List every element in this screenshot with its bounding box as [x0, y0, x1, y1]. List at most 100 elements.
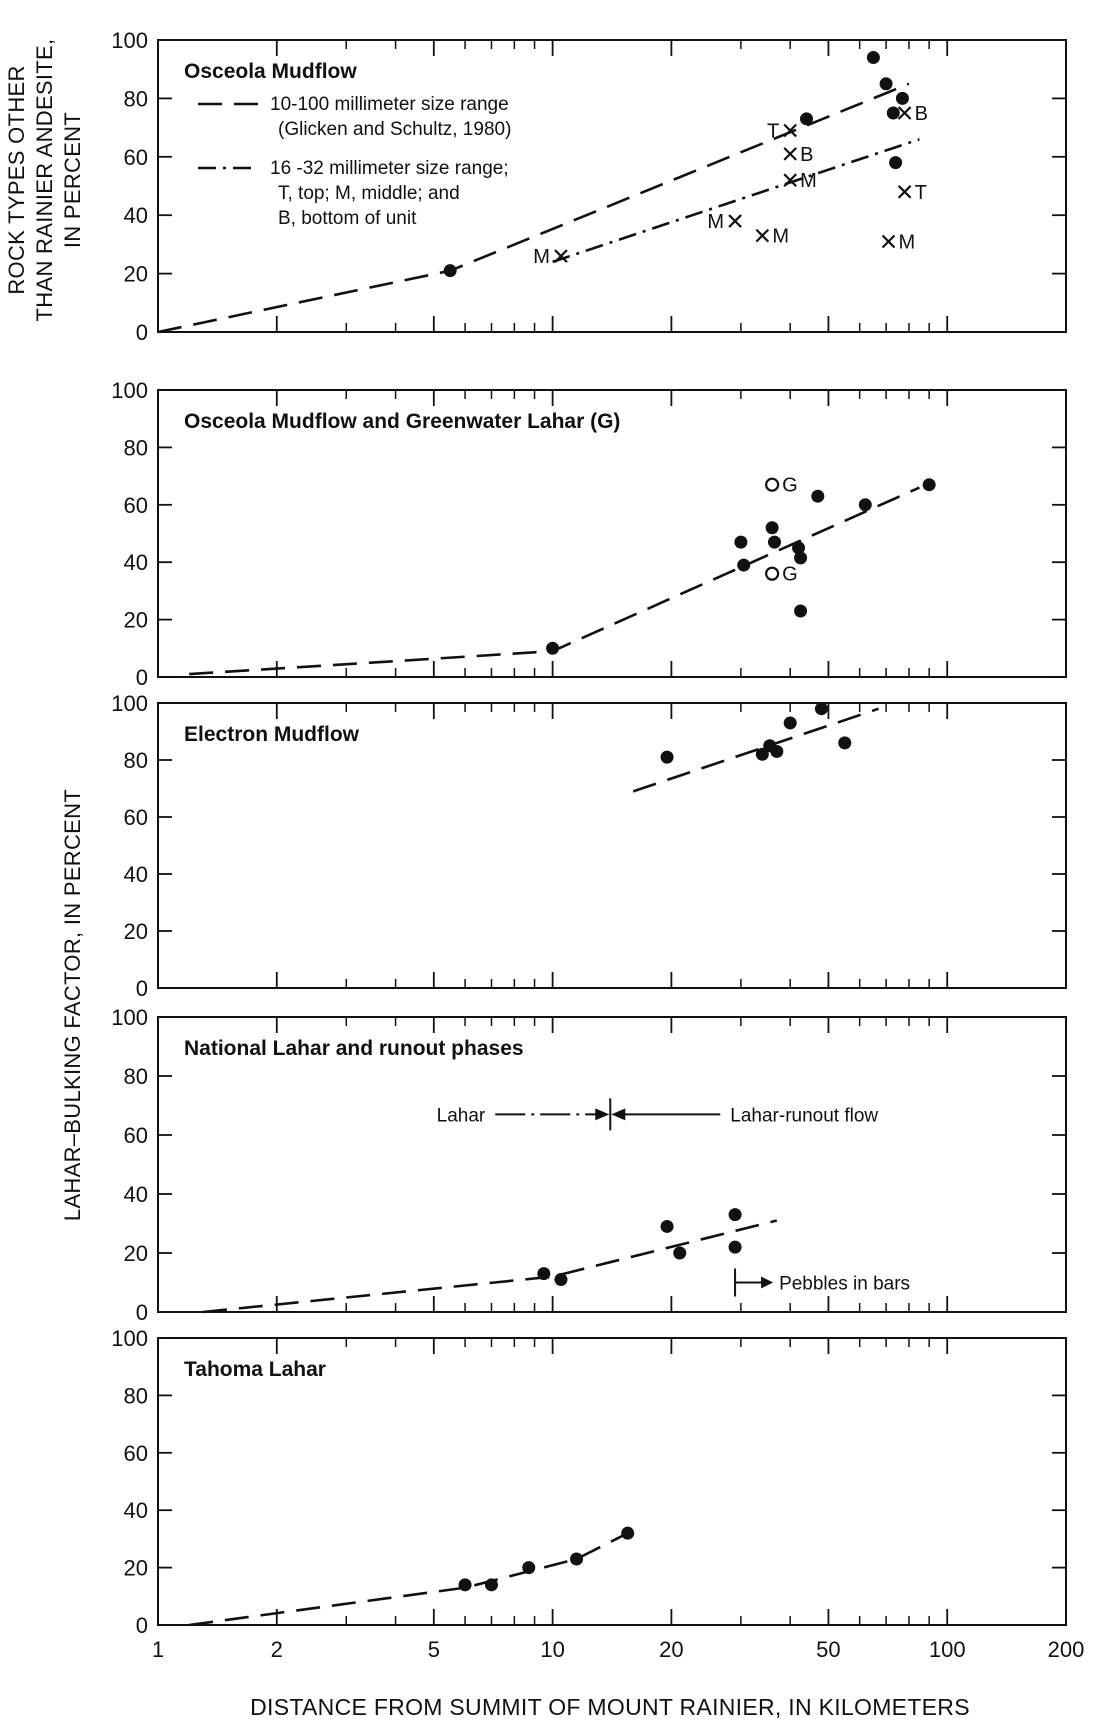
point-label: B: [800, 144, 813, 166]
legend-text: 16 -32 millimeter size range;: [270, 158, 509, 179]
data-point: [484, 1578, 498, 1592]
annotation-runout: Lahar-runout flow: [730, 1105, 878, 1126]
y-tick-label: 60: [124, 1123, 148, 1148]
data-point: [800, 112, 814, 126]
y-tick-label: 40: [124, 862, 148, 887]
data-point: [734, 535, 748, 549]
data-point-cross: [728, 214, 742, 228]
y-tick-label: 100: [111, 28, 148, 53]
y-tick-label: 80: [124, 748, 148, 773]
data-point-cross: [755, 228, 770, 243]
data-point-open: [765, 477, 780, 492]
data-point: [895, 91, 909, 105]
data-point: [673, 1246, 687, 1260]
data-point: [728, 1208, 742, 1222]
data-point: [792, 541, 806, 555]
data-point: [858, 498, 872, 512]
trend-line-dashed: [632, 707, 880, 793]
plot-frame: [157, 1337, 1067, 1626]
legend-text: (Glicken and Schultz, 1980): [278, 119, 511, 140]
point-label: T: [767, 121, 779, 143]
data-point: [767, 535, 781, 549]
y-tick-label: 20: [124, 1241, 148, 1266]
point-label: M: [899, 231, 916, 253]
y-tick-label: 0: [136, 1613, 148, 1638]
data-point-cross: [783, 173, 797, 187]
point-label: M: [800, 170, 817, 192]
y-tick-label: 100: [111, 1326, 148, 1351]
y-tick-label: 40: [124, 1182, 148, 1207]
point-label: G: [782, 564, 798, 586]
data-point-cross: [783, 123, 797, 138]
y-tick-label: 20: [124, 608, 148, 633]
data-point: [889, 156, 903, 170]
trend-line-dashed: [189, 1532, 629, 1627]
x-tick-label: 200: [1048, 1637, 1085, 1662]
plot-frame: [157, 1016, 1067, 1313]
x-tick-label: 10: [540, 1637, 564, 1662]
y-tick-label: 100: [111, 691, 148, 716]
data-point: [546, 641, 560, 655]
data-point: [783, 716, 797, 730]
y-tick-label: 40: [124, 550, 148, 575]
trend-line-dashed: [157, 82, 910, 334]
point-label: T: [915, 182, 927, 204]
y-tick-label: 0: [136, 1300, 148, 1325]
trend-line-dashed: [202, 1219, 778, 1314]
point-label: G: [782, 475, 798, 497]
y-tick-label: 60: [124, 805, 148, 830]
plot-frame: [157, 702, 1067, 989]
data-point: [554, 1273, 568, 1287]
annotation-lahar: Lahar: [437, 1105, 486, 1126]
arrowhead: [611, 1108, 626, 1121]
data-point-open: [765, 566, 780, 581]
data-point-cross: [897, 185, 912, 199]
y-tick-label: 100: [111, 1005, 148, 1030]
arrowhead: [761, 1276, 774, 1289]
data-point: [621, 1526, 635, 1540]
data-point: [794, 604, 808, 618]
panel-title: National Lahar and runout phases: [184, 1037, 524, 1060]
y-tick-label: 60: [124, 145, 148, 170]
y-tick-label: 40: [124, 203, 148, 228]
y-tick-label: 80: [124, 86, 148, 111]
y-tick-label: 40: [124, 1498, 148, 1523]
data-point: [765, 521, 779, 535]
legend-text: T, top; M, middle; and: [278, 183, 460, 204]
annotations: Lahar Lahar-runout flow Pebbles in bars: [437, 1098, 910, 1297]
y-tick-label: 80: [124, 435, 148, 460]
trend-line-dash-dot: [552, 138, 920, 264]
legend-text: 10-100 millimeter size range: [270, 94, 509, 115]
data-point: [770, 744, 784, 758]
data-point-cross: [881, 234, 896, 249]
data-point: [737, 558, 751, 572]
y-axis-label-top-line-1: ROCK TYPES OTHER: [4, 65, 29, 294]
y-tick-label: 20: [124, 1556, 148, 1581]
data-point: [879, 77, 893, 91]
y-tick-label: 60: [124, 1441, 148, 1466]
chart-panel-5: 0 20 40 60 80 100 1 2 5 10 20 50 100 200 Tahoma Lahar: [111, 1326, 1084, 1662]
chart-panel-3: 0 20 40 60 80 100 Electron Mudflow: [111, 691, 1067, 1001]
plot-frame: [157, 39, 1067, 333]
y-tick-label: 20: [124, 919, 148, 944]
data-point-cross: [783, 147, 797, 161]
panel-title: Osceola Mudflow: [184, 60, 357, 83]
arrowhead: [595, 1108, 610, 1121]
data-point: [922, 478, 936, 492]
data-point: [443, 264, 457, 278]
point-label: B: [915, 103, 928, 125]
data-point: [522, 1561, 536, 1575]
annotation-pebbles: Pebbles in bars: [779, 1274, 910, 1295]
x-tick-label: 50: [816, 1637, 840, 1662]
y-axis-label-bottom: LAHAR–BULKING FACTOR, IN PERCENT: [60, 789, 85, 1221]
y-tick-label: 0: [136, 320, 148, 345]
panel-title: Osceola Mudflow and Greenwater Lahar (G): [184, 410, 620, 433]
x-tick-label: 20: [659, 1637, 683, 1662]
plot-frame: [157, 389, 1067, 678]
x-tick-label: 100: [929, 1637, 966, 1662]
y-tick-label: 0: [136, 976, 148, 1001]
data-point: [838, 736, 852, 750]
legend: 10-100 millimeter size range (Glicken and…: [198, 94, 511, 229]
